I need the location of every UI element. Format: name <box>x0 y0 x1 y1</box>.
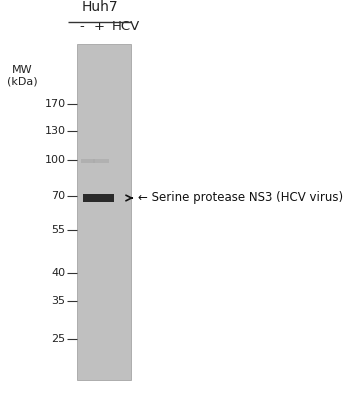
Text: -: - <box>80 20 84 33</box>
Text: 55: 55 <box>52 225 66 235</box>
Text: MW
(kDa): MW (kDa) <box>7 65 38 87</box>
Text: 25: 25 <box>52 334 66 344</box>
Text: 100: 100 <box>45 155 66 165</box>
Text: 130: 130 <box>45 126 66 136</box>
Text: +: + <box>94 20 105 33</box>
Text: 40: 40 <box>52 268 66 278</box>
Text: 35: 35 <box>52 296 66 306</box>
Bar <box>83 194 114 202</box>
Text: HCV: HCV <box>112 20 140 33</box>
Text: 70: 70 <box>52 191 66 201</box>
Bar <box>81 159 95 163</box>
Text: Huh7: Huh7 <box>81 0 118 14</box>
Bar <box>77 44 131 380</box>
Bar <box>93 159 109 163</box>
Text: ← Serine protease NS3 (HCV virus): ← Serine protease NS3 (HCV virus) <box>138 192 343 204</box>
Text: 170: 170 <box>44 99 66 109</box>
